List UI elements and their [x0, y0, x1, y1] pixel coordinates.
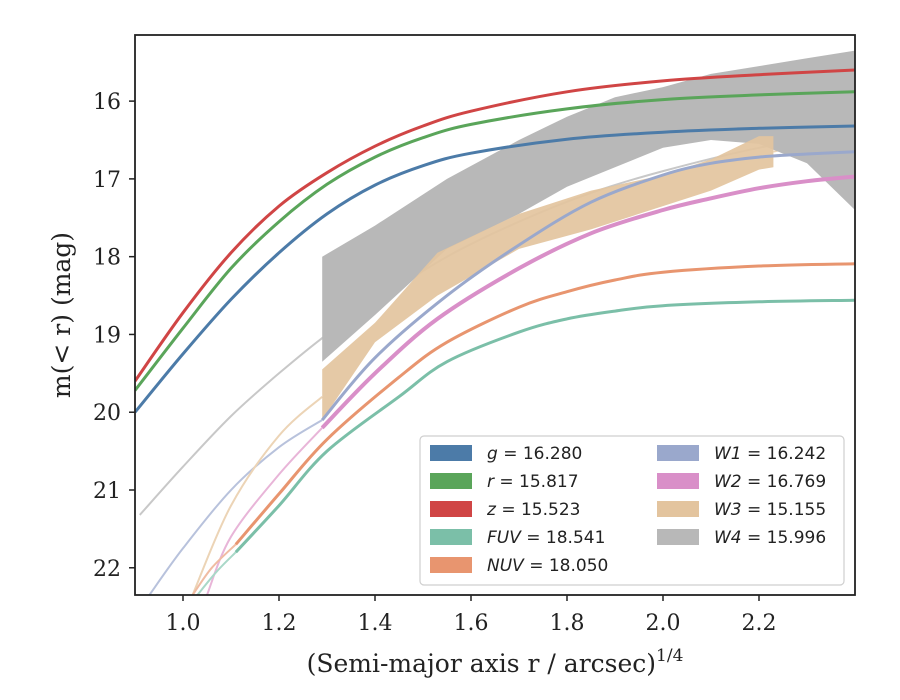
- legend-swatch: [430, 445, 472, 461]
- legend-entry-r: r = 15.817: [430, 472, 579, 492]
- x-tick-label: 1.2: [262, 611, 297, 636]
- y-tick-label: 20: [93, 401, 121, 426]
- plot-frame: [134, 34, 856, 596]
- legend-swatch: [657, 529, 699, 545]
- legend-entry-w2: W2 = 16.769: [657, 472, 826, 492]
- legend-swatch: [430, 473, 472, 489]
- x-tick-label: 1.6: [454, 611, 489, 636]
- extrapolation-curve-5: [191, 543, 237, 595]
- legend-swatch: [657, 473, 699, 489]
- extrapolation-curve-4: [191, 395, 323, 595]
- legend-label: r = 15.817: [487, 472, 579, 492]
- legend-label: W3 = 15.155: [714, 500, 826, 520]
- legend-swatch: [430, 529, 472, 545]
- y-tick-label: 19: [93, 323, 121, 348]
- extrapolation-curve-6: [196, 551, 237, 595]
- y-tick-label: 17: [93, 168, 121, 193]
- series-line-z: [135, 68, 855, 382]
- legend: g = 16.280 r = 15.817 z = 15.523 FUV = 18.5…: [419, 435, 845, 586]
- x-tick-label: 1.8: [550, 611, 585, 636]
- x-axis-label: (Semi-major axis r / arcsec)1/4: [307, 646, 684, 678]
- series-line-w2: [320, 174, 855, 430]
- x-tick-label: 2.2: [742, 611, 777, 636]
- legend-swatch: [657, 445, 699, 461]
- extrapolation-curve-2: [148, 419, 323, 595]
- legend-entry-nuv: NUV = 18.050: [430, 556, 608, 576]
- x-axis-label-exponent: 1/4: [656, 646, 683, 666]
- legend-entry-w3: W3 = 15.155: [657, 500, 826, 520]
- legend-swatch: [430, 557, 472, 573]
- legend-entry-w4: W4 = 15.996: [657, 528, 826, 548]
- series-line-w1: [321, 150, 855, 421]
- legend-entry-w1: W1 = 16.242: [657, 444, 826, 464]
- legend-box: [419, 435, 845, 586]
- legend-entry-g: g = 16.280: [430, 444, 582, 464]
- legend-label: W2 = 16.769: [714, 472, 826, 492]
- legend-label: FUV = 18.541: [487, 528, 605, 548]
- legend-entry-z: z = 15.523: [430, 500, 580, 520]
- series-line-g: [135, 124, 855, 414]
- y-tick-label: 18: [93, 246, 121, 271]
- extrapolation-curve-3: [206, 427, 323, 595]
- legend-label: z = 15.523: [486, 500, 580, 520]
- legend-label: W1 = 16.242: [714, 444, 826, 464]
- y-tick-label: 16: [93, 90, 121, 115]
- x-tick-label: 2.0: [646, 611, 681, 636]
- x-axis-label-main: (Semi-major axis r / arcsec): [307, 649, 656, 678]
- series-line-nuv: [234, 262, 855, 546]
- series-line-r: [135, 90, 855, 392]
- legend-label: W4 = 15.996: [714, 528, 826, 548]
- x-tick-label: 1.0: [166, 611, 201, 636]
- y-tick-label: 22: [93, 557, 121, 582]
- series-band-w3: [322, 136, 774, 420]
- series-line-fuv: [234, 298, 855, 554]
- legend-swatch: [430, 501, 472, 517]
- legend-entry-fuv: FUV = 18.541: [430, 528, 605, 548]
- y-tick-label: 21: [93, 479, 121, 504]
- y-axis-label: m(< r) (mag): [47, 232, 76, 398]
- legend-label: NUV = 18.050: [487, 556, 608, 576]
- legend-swatch: [657, 501, 699, 517]
- legend-label: g = 16.280: [487, 444, 582, 464]
- x-tick-label: 1.4: [358, 611, 393, 636]
